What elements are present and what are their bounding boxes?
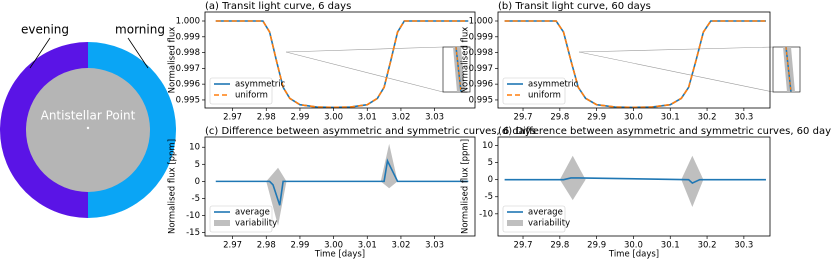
legend-swatch (214, 220, 230, 226)
y-tick-label: 0.996 (176, 80, 200, 90)
y-tick-label: -10 (479, 209, 493, 219)
y-tick-label: 5 (195, 160, 200, 170)
legend-label: variability (528, 219, 570, 229)
series-line (504, 177, 766, 185)
y-tick-label: 0.995 (176, 95, 200, 105)
y-tick-label: -5 (485, 192, 493, 202)
y-tick-label: 0 (195, 177, 200, 187)
series-line (215, 158, 469, 206)
x-tick-label: 30.3 (734, 113, 753, 123)
pointer (29, 37, 51, 69)
y-axis-label: Normalised flux [ppm] (168, 139, 178, 234)
panel-title: (d) Difference between asymmetric and sy… (498, 126, 831, 137)
x-tick-label: 30.1 (661, 241, 680, 251)
x-tick-label: 2.98 (257, 241, 276, 251)
y-tick-label: 1.000 (469, 17, 493, 27)
x-tick-label: 30.2 (698, 241, 717, 251)
panel: (c) Difference between asymmetric and sy… (168, 126, 536, 260)
y-tick-label: 0.999 (176, 32, 200, 42)
legend-label: asymmetric (235, 80, 286, 90)
legend-label: average (235, 208, 270, 218)
x-tick-label: 2.97 (223, 241, 242, 251)
y-axis-label: Normalised flux [ppm] (461, 139, 471, 234)
y-tick-label: -15 (186, 228, 200, 238)
x-tick-label: 3.02 (391, 241, 410, 251)
x-tick-label: 30.3 (734, 241, 753, 251)
y-tick-label: 0.997 (469, 64, 493, 74)
x-tick-label: 30.1 (661, 113, 680, 123)
y-tick-label: -10 (186, 211, 200, 221)
pointer (127, 37, 149, 69)
x-axis-label: Time [days] (608, 250, 659, 260)
y-tick-label: 0.996 (469, 80, 493, 90)
panel-title: (c) Difference between asymmetric and sy… (205, 126, 536, 137)
axes-frame (204, 11, 476, 109)
y-tick-label: 0.997 (176, 64, 200, 74)
y-tick-label: -5 (192, 194, 200, 204)
x-tick-label: 29.9 (587, 241, 606, 251)
series-line (504, 20, 766, 108)
y-axis-label: Normalised flux (461, 27, 471, 94)
morning-label: morning (115, 23, 165, 37)
x-tick-label: 3.01 (358, 113, 377, 123)
x-tick-label: 3.00 (324, 241, 343, 251)
x-tick-label: 2.99 (290, 113, 309, 123)
y-tick-label: 1.000 (176, 17, 200, 27)
panel: (b) Transit light curve, 60 days 29.7 29.8… (461, 1, 771, 123)
diagram: evening morning Antistellar Point (0, 23, 176, 218)
y-tick-label: 5 (488, 158, 493, 168)
center-label: Antistellar Point (41, 109, 136, 123)
x-tick-label: 3.02 (391, 113, 410, 123)
x-tick-label: 3.03 (425, 113, 444, 123)
panel-title: (a) Transit light curve, 6 days (205, 1, 351, 12)
night-side (26, 68, 150, 192)
panel: (d) Difference between asymmetric and sy… (461, 126, 831, 260)
variability-band (504, 155, 766, 207)
legend-label: variability (235, 219, 277, 229)
y-tick-label: 0.999 (469, 32, 493, 42)
inset-b (578, 46, 801, 93)
antistellar-dot (86, 126, 90, 130)
x-tick-label: 29.8 (550, 113, 569, 123)
panel: (a) Transit light curve, 6 days 2.97 2.98 2… (168, 1, 476, 123)
legend-swatch (507, 220, 523, 226)
axes-frame (497, 11, 771, 109)
x-tick-label: 29.7 (514, 241, 533, 251)
legend-label: asymmetric (528, 80, 579, 90)
x-tick-label: 2.98 (257, 113, 276, 123)
legend-label: average (528, 208, 563, 218)
inset-a (285, 46, 471, 93)
x-tick-label: 29.7 (514, 113, 533, 123)
legend-label: uniform (528, 91, 561, 101)
x-tick-label: 3.01 (358, 241, 377, 251)
y-tick-label: 10 (189, 143, 200, 153)
x-tick-label: 2.97 (223, 113, 242, 123)
y-tick-label: 0.995 (469, 95, 493, 105)
x-tick-label: 30.0 (624, 113, 643, 123)
y-tick-label: 0.998 (176, 48, 200, 58)
x-tick-label: 29.9 (587, 113, 606, 123)
x-tick-label: 3.03 (425, 241, 444, 251)
x-axis-label: Time [days] (314, 250, 365, 260)
x-tick-label: 3.00 (324, 113, 343, 123)
evening-label: evening (21, 23, 69, 37)
y-axis-label: Normalised flux (168, 27, 178, 94)
y-tick-label: 0.998 (469, 48, 493, 58)
axes-frame (204, 136, 476, 237)
legend-label: uniform (235, 91, 268, 101)
axes-frame (497, 136, 771, 237)
panel-title: (b) Transit light curve, 60 days (498, 1, 651, 12)
x-tick-label: 29.8 (550, 241, 569, 251)
y-tick-label: 0 (488, 175, 493, 185)
x-tick-label: 30.0 (624, 241, 643, 251)
x-tick-label: 2.99 (290, 241, 309, 251)
series-line (215, 20, 469, 108)
y-tick-label: 10 (482, 141, 493, 151)
x-tick-label: 30.2 (698, 113, 717, 123)
